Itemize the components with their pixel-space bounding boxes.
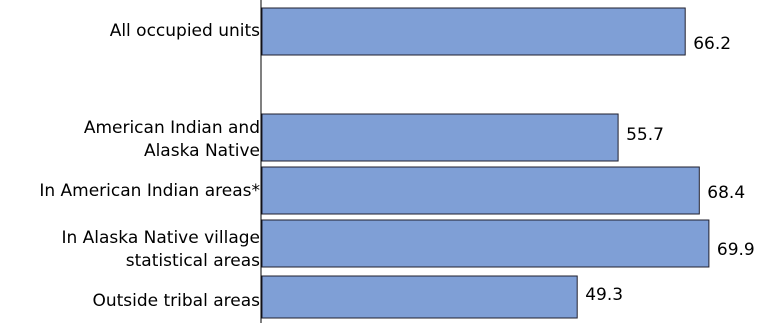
value-label-1: 55.7 [626, 125, 664, 145]
bar-2 [261, 166, 700, 215]
bars-group [261, 7, 710, 319]
category-label-3: In Alaska Native village statistical are… [61, 228, 260, 271]
bar-3 [261, 219, 710, 268]
bar-0 [261, 7, 686, 56]
value-label-0: 66.2 [693, 34, 732, 54]
bar-4 [261, 275, 578, 319]
category-label-1: American Indian and Alaska Native [83, 118, 260, 161]
bar-1 [261, 113, 619, 162]
category-label-4: Outside tribal areas [92, 291, 260, 311]
value-label-2: 68.4 [707, 183, 746, 203]
value-label-4: 49.3 [585, 285, 624, 305]
category-label-0: All occupied units [109, 21, 260, 41]
value-label-3: 69.9 [716, 240, 755, 260]
category-label-2: In American Indian areas* [39, 181, 260, 201]
